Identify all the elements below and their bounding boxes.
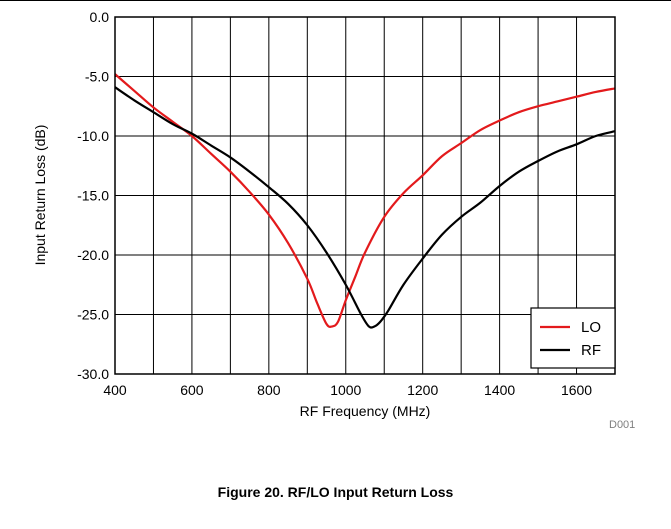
plot-frame bbox=[114, 16, 616, 375]
y-axis-title: Input Return Loss (dB) bbox=[32, 125, 48, 266]
y-tick-label: -10.0 bbox=[77, 128, 109, 144]
y-tick-label: -30.0 bbox=[77, 366, 109, 382]
y-tick-label: -20.0 bbox=[77, 247, 109, 263]
return-loss-chart: 400 600 800 1000 1200 1400 1600 0.0 -5.0 -10.0 -1… bbox=[32, 9, 635, 431]
x-tick-label: 800 bbox=[257, 382, 281, 398]
series-group bbox=[114, 73, 616, 329]
x-tick-label: 1200 bbox=[407, 382, 438, 398]
x-tick-labels: 400 600 800 1000 1200 1400 1600 bbox=[103, 382, 592, 398]
figure-id: D001 bbox=[609, 419, 635, 431]
legend-label-rf: RF bbox=[581, 342, 601, 359]
series-line-rf bbox=[114, 86, 616, 329]
x-tick-label: 400 bbox=[103, 382, 127, 398]
y-tick-labels: 0.0 -5.0 -10.0 -15.0 -20.0 -25.0 -30.0 bbox=[77, 9, 109, 382]
x-tick-label: 1400 bbox=[484, 382, 515, 398]
legend-box bbox=[530, 307, 616, 369]
x-tick-label: 1000 bbox=[330, 382, 361, 398]
x-axis-title: RF Frequency (MHz) bbox=[300, 403, 431, 419]
top-rule bbox=[0, 0, 671, 1]
y-tick-label: -5.0 bbox=[85, 69, 109, 85]
x-tick-label: 600 bbox=[180, 382, 204, 398]
legend: LO RF bbox=[530, 307, 616, 369]
y-tick-label: -25.0 bbox=[77, 307, 109, 323]
x-tick-label: 1600 bbox=[561, 382, 592, 398]
y-tick-label: 0.0 bbox=[90, 9, 110, 25]
y-tick-label: -15.0 bbox=[77, 188, 109, 204]
legend-label-lo: LO bbox=[581, 319, 601, 336]
series-line-lo bbox=[114, 73, 616, 328]
figure-caption: Figure 20. RF/LO Input Return Loss bbox=[217, 484, 454, 500]
